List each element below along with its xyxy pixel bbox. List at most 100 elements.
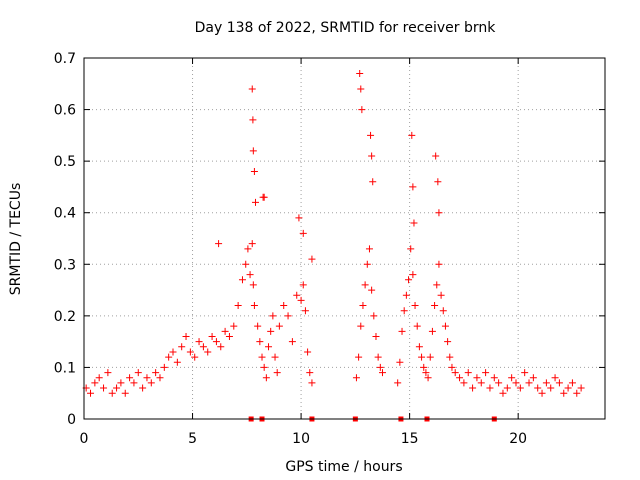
data-point xyxy=(439,307,447,315)
data-point xyxy=(367,131,375,139)
data-point xyxy=(356,69,364,77)
data-point xyxy=(551,374,559,382)
data-point xyxy=(288,338,296,346)
data-point xyxy=(91,379,99,387)
data-point xyxy=(516,384,524,392)
data-point xyxy=(284,312,292,320)
data-point xyxy=(460,379,468,387)
data-point xyxy=(542,379,550,387)
data-point xyxy=(195,338,203,346)
data-point xyxy=(408,131,416,139)
grid xyxy=(84,58,605,419)
data-point xyxy=(477,379,485,387)
data-point xyxy=(369,178,377,186)
data-point xyxy=(428,327,436,335)
data-point xyxy=(415,343,423,351)
data-point xyxy=(178,343,186,351)
data-point xyxy=(564,384,572,392)
data-point xyxy=(547,384,555,392)
data-point xyxy=(269,312,277,320)
x-axis-label: GPS time / hours xyxy=(285,459,402,475)
data-point xyxy=(434,178,442,186)
data-point xyxy=(244,245,252,253)
data-point xyxy=(230,322,238,330)
data-point xyxy=(448,363,456,371)
data-point xyxy=(108,389,116,397)
y-tick-label: 0.6 xyxy=(54,103,76,119)
data-point xyxy=(225,332,233,340)
data-point xyxy=(113,384,121,392)
data-point xyxy=(512,379,520,387)
data-point xyxy=(199,343,207,351)
data-point xyxy=(249,116,257,124)
data-point xyxy=(250,302,258,310)
data-point xyxy=(308,255,316,263)
data-point xyxy=(221,327,229,335)
ticks: 0 0.1 0.2 0.3 0.4 0.5 0.6 0.7 0 5 10 15 20 xyxy=(54,51,605,447)
data-point xyxy=(422,369,430,377)
y-axis-label: SRMTID / TECUs xyxy=(8,183,24,296)
data-point xyxy=(258,353,266,361)
data-point xyxy=(248,85,256,93)
data-point xyxy=(560,389,568,397)
data-point xyxy=(212,338,220,346)
data-point xyxy=(473,374,481,382)
data-point xyxy=(173,358,181,366)
data-point xyxy=(432,152,440,160)
data-point xyxy=(486,384,494,392)
data-point xyxy=(444,338,452,346)
data-point xyxy=(156,374,164,382)
data-point xyxy=(361,281,369,289)
data-point xyxy=(304,348,312,356)
data-point xyxy=(365,245,373,253)
data-point xyxy=(503,384,511,392)
data-point xyxy=(208,332,216,340)
data-point xyxy=(143,374,151,382)
x-tick-label: 15 xyxy=(401,431,419,447)
data-point xyxy=(413,322,421,330)
data-point xyxy=(249,147,257,155)
data-point xyxy=(521,369,529,377)
x-tick-label: 0 xyxy=(80,431,89,447)
chart-title: Day 138 of 2022, SRMTID for receiver brn… xyxy=(195,20,497,36)
data-point xyxy=(254,322,262,330)
data-point xyxy=(204,348,212,356)
data-point xyxy=(420,363,428,371)
data-point xyxy=(357,85,365,93)
data-point xyxy=(186,348,194,356)
data-point xyxy=(374,353,382,361)
data-point xyxy=(431,302,439,310)
data-point xyxy=(577,384,585,392)
data-point xyxy=(456,374,464,382)
data-point xyxy=(306,369,314,377)
data-point xyxy=(134,369,142,377)
data-point xyxy=(490,374,498,382)
data-point xyxy=(398,327,406,335)
data-point xyxy=(368,286,376,294)
data-point xyxy=(299,229,307,237)
data-point xyxy=(376,363,384,371)
data-point xyxy=(139,384,147,392)
data-point xyxy=(451,369,459,377)
data-point xyxy=(95,374,103,382)
data-point xyxy=(418,353,426,361)
data-point xyxy=(529,374,537,382)
data-point xyxy=(250,167,258,175)
data-point xyxy=(147,379,155,387)
data-point xyxy=(435,209,443,217)
data-point xyxy=(260,363,268,371)
data-point xyxy=(407,245,415,253)
data-point xyxy=(424,374,432,382)
data-point xyxy=(297,296,305,304)
data-point xyxy=(160,363,168,371)
data-point xyxy=(409,183,417,191)
data-point xyxy=(242,260,250,268)
y-tick-label: 0.7 xyxy=(54,51,76,67)
data-point xyxy=(426,353,434,361)
data-point xyxy=(308,379,316,387)
data-point xyxy=(358,106,366,114)
data-point xyxy=(117,379,125,387)
data-point xyxy=(234,302,242,310)
data-point xyxy=(402,291,410,299)
data-point xyxy=(191,353,199,361)
